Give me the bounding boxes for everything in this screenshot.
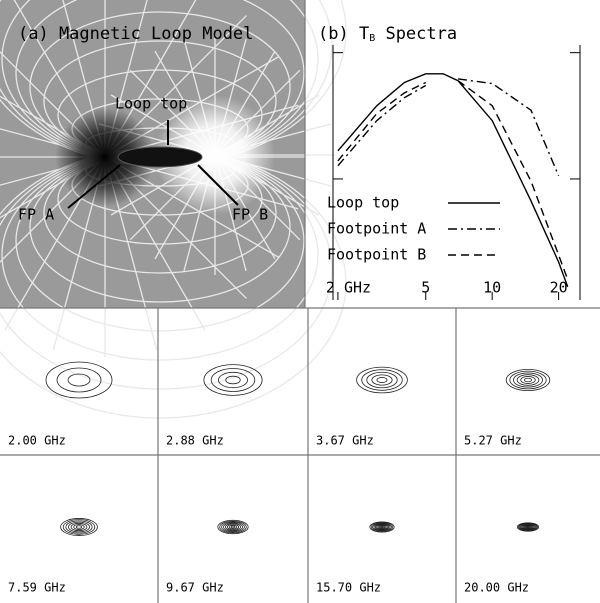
contour — [203, 364, 263, 396]
pointer — [197, 164, 239, 206]
contour — [525, 525, 531, 529]
dark-footpoint — [55, 107, 155, 207]
contour — [218, 371, 248, 389]
frequency-label: 5.27 GHz — [464, 434, 522, 448]
legend-label: Loop top — [327, 194, 399, 212]
contour — [223, 522, 243, 532]
contour — [513, 372, 543, 388]
panel-a-title: (a) Magnetic Loop Model — [18, 24, 253, 44]
contour — [516, 522, 540, 532]
frequency-label: 20.00 GHz — [464, 581, 529, 595]
contour — [374, 523, 390, 531]
contour — [376, 524, 388, 530]
contour — [356, 366, 408, 394]
contour — [372, 522, 392, 532]
contour — [522, 524, 534, 530]
contour — [371, 374, 393, 386]
contour — [70, 522, 88, 532]
contour — [523, 377, 533, 383]
contour — [380, 526, 384, 528]
frequency-label: 2.00 GHz — [8, 434, 66, 448]
contour — [520, 523, 536, 531]
frequency-label: 3.67 GHz — [316, 434, 374, 448]
contour — [505, 368, 551, 392]
frequency-label: 9.67 GHz — [166, 581, 224, 595]
title-part: (b) T — [318, 24, 369, 44]
contour — [230, 525, 236, 529]
contour — [60, 518, 98, 536]
frequency-label: 15.70 GHz — [316, 581, 381, 595]
contour — [519, 523, 537, 531]
contour — [369, 521, 395, 533]
legend-label: Footpoint A — [327, 220, 426, 238]
title-subscript: B — [369, 33, 375, 44]
frequency-label: 7.59 GHz — [8, 581, 66, 595]
contour — [376, 377, 388, 383]
contour-grid: 2.00 GHz 2.88 GHz 3.67 GHz 5.27 GHz 7.59 GHz… — [8, 361, 551, 595]
contour — [62, 519, 96, 535]
contour — [225, 375, 241, 385]
contour — [228, 524, 238, 530]
contour — [224, 523, 241, 531]
x-tick-label: 10 — [483, 279, 501, 297]
contour — [521, 524, 535, 530]
contour — [370, 522, 394, 532]
legend-label: Footpoint B — [327, 246, 426, 264]
x-tick-label: 2 GHz — [326, 279, 371, 297]
contour — [517, 522, 539, 532]
series-line — [337, 78, 560, 177]
series-line — [337, 80, 569, 280]
frequency-label: 2.88 GHz — [166, 434, 224, 448]
contour — [217, 519, 249, 535]
contour — [366, 371, 398, 389]
contour — [377, 524, 387, 530]
contour — [361, 369, 403, 391]
contour — [516, 374, 540, 386]
loop — [117, 146, 203, 168]
x-tick-label: 5 — [421, 279, 430, 297]
contour — [526, 526, 530, 528]
contour — [226, 524, 240, 530]
contour — [523, 524, 533, 530]
annotation: FP A — [18, 206, 54, 224]
annotation: Loop top — [115, 95, 187, 113]
spectra-plot: 2 GHz 5 10 20 Loop top Footpoint A Footpoint B — [326, 45, 581, 300]
contour — [68, 521, 90, 533]
contour — [67, 373, 91, 387]
contour — [45, 361, 113, 399]
contour — [65, 520, 93, 534]
contour — [524, 525, 532, 529]
contour — [378, 525, 386, 529]
contour — [221, 521, 245, 533]
contour — [73, 524, 85, 530]
bright-footpoint — [155, 95, 275, 215]
contour — [509, 370, 547, 390]
annotation: FP B — [232, 206, 268, 224]
panel-b-title: (b) TB Spectra — [318, 24, 457, 44]
contour — [56, 367, 102, 393]
contour — [219, 520, 247, 534]
contour — [520, 376, 536, 384]
title-part: Spectra — [375, 24, 457, 44]
pointer — [67, 164, 121, 209]
x-tick-label: 20 — [550, 279, 568, 297]
contour — [210, 368, 256, 392]
contour — [373, 523, 391, 531]
contour — [75, 525, 83, 529]
series-line — [337, 73, 569, 288]
